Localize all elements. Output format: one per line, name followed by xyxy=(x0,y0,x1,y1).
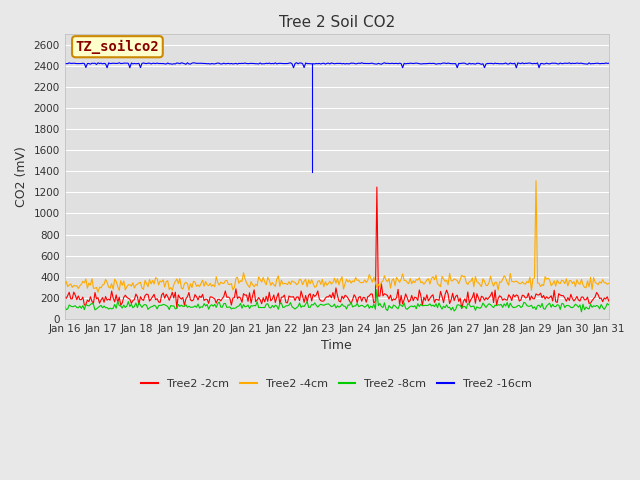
Y-axis label: CO2 (mV): CO2 (mV) xyxy=(15,146,28,207)
Legend: Tree2 -2cm, Tree2 -4cm, Tree2 -8cm, Tree2 -16cm: Tree2 -2cm, Tree2 -4cm, Tree2 -8cm, Tree… xyxy=(137,374,536,393)
Text: TZ_soilco2: TZ_soilco2 xyxy=(76,40,159,54)
X-axis label: Time: Time xyxy=(321,339,352,352)
Title: Tree 2 Soil CO2: Tree 2 Soil CO2 xyxy=(278,15,395,30)
